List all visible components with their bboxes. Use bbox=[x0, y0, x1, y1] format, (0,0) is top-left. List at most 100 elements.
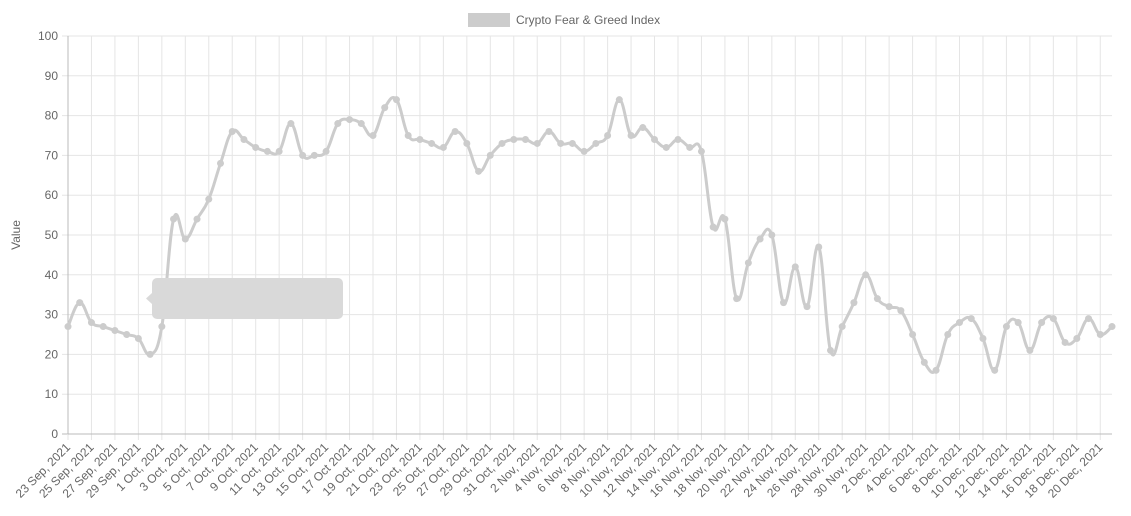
data-point bbox=[521, 135, 529, 143]
data-point bbox=[979, 334, 987, 342]
data-point bbox=[87, 319, 95, 327]
data-point bbox=[486, 151, 494, 159]
y-axis-label: Value bbox=[9, 220, 23, 250]
data-point bbox=[357, 120, 365, 128]
data-point bbox=[897, 307, 905, 315]
data-point bbox=[322, 147, 330, 155]
data-point bbox=[967, 315, 975, 323]
data-point bbox=[592, 139, 600, 147]
data-point bbox=[463, 139, 471, 147]
data-point bbox=[627, 132, 635, 139]
data-point bbox=[263, 147, 271, 155]
data-point bbox=[651, 135, 659, 143]
data-point bbox=[299, 151, 307, 159]
data-point bbox=[1085, 315, 1093, 323]
data-point bbox=[909, 331, 917, 338]
data-point bbox=[475, 167, 483, 175]
data-point bbox=[123, 331, 131, 338]
data-point bbox=[451, 128, 459, 136]
data-point bbox=[146, 350, 154, 358]
data-point bbox=[533, 139, 541, 147]
data-point bbox=[686, 143, 694, 151]
data-point bbox=[1096, 331, 1104, 338]
data-point bbox=[838, 323, 846, 331]
data-point bbox=[181, 235, 189, 243]
data-point bbox=[228, 128, 236, 136]
data-point bbox=[1061, 338, 1069, 346]
data-point bbox=[1073, 334, 1081, 342]
tooltip bbox=[152, 278, 343, 319]
data-point bbox=[920, 358, 928, 366]
data-point bbox=[310, 151, 318, 159]
y-tick-label: 0 bbox=[51, 427, 58, 441]
data-point bbox=[1049, 315, 1057, 323]
data-point bbox=[826, 346, 834, 354]
data-point bbox=[557, 139, 565, 147]
y-tick-label: 60 bbox=[45, 188, 59, 202]
legend-label: Crypto Fear & Greed Index bbox=[516, 13, 660, 27]
data-point bbox=[158, 323, 166, 331]
data-point bbox=[111, 327, 119, 335]
data-point bbox=[991, 366, 999, 374]
data-point bbox=[803, 303, 811, 311]
data-point bbox=[744, 259, 752, 267]
data-point bbox=[1108, 323, 1116, 331]
data-point bbox=[346, 116, 354, 124]
data-point bbox=[733, 295, 741, 303]
data-point bbox=[287, 120, 295, 128]
data-point bbox=[99, 323, 107, 331]
data-point bbox=[1038, 319, 1046, 327]
data-point bbox=[850, 299, 858, 307]
data-point bbox=[791, 263, 799, 271]
data-point bbox=[862, 271, 870, 279]
data-point bbox=[580, 147, 588, 155]
tooltip-caret bbox=[146, 293, 152, 304]
data-point bbox=[392, 96, 400, 104]
data-point bbox=[944, 331, 952, 338]
data-point bbox=[674, 135, 682, 143]
data-point bbox=[170, 215, 178, 223]
legend-swatch bbox=[468, 13, 510, 27]
data-point bbox=[498, 139, 506, 147]
data-point bbox=[568, 139, 576, 147]
data-point bbox=[510, 135, 518, 143]
data-point bbox=[404, 132, 412, 139]
data-point bbox=[252, 143, 260, 151]
data-point bbox=[956, 319, 964, 327]
data-point bbox=[615, 96, 623, 104]
data-point bbox=[134, 334, 142, 342]
data-point bbox=[205, 195, 213, 203]
data-point bbox=[193, 215, 201, 223]
data-point bbox=[428, 139, 436, 147]
data-point bbox=[1026, 346, 1034, 354]
data-point bbox=[768, 231, 776, 239]
y-tick-label: 40 bbox=[45, 268, 59, 282]
data-point bbox=[1002, 323, 1010, 331]
data-point bbox=[216, 159, 224, 167]
data-point bbox=[416, 135, 424, 143]
y-tick-label: 80 bbox=[45, 109, 59, 123]
data-point bbox=[545, 128, 553, 136]
data-point bbox=[1014, 319, 1022, 327]
y-tick-label: 100 bbox=[38, 29, 58, 43]
y-tick-label: 20 bbox=[45, 347, 59, 361]
data-point bbox=[780, 299, 788, 307]
data-point bbox=[334, 120, 342, 128]
data-point bbox=[240, 135, 248, 143]
y-tick-label: 10 bbox=[45, 387, 59, 401]
data-point bbox=[381, 104, 389, 112]
data-point bbox=[815, 243, 823, 251]
data-point bbox=[932, 366, 940, 374]
data-point bbox=[709, 223, 717, 231]
data-point bbox=[639, 124, 647, 132]
y-tick-label: 50 bbox=[45, 228, 59, 242]
data-point bbox=[369, 132, 377, 139]
data-point bbox=[721, 215, 729, 223]
data-point bbox=[76, 299, 84, 307]
data-point bbox=[756, 235, 764, 243]
data-point bbox=[873, 295, 881, 303]
data-point bbox=[662, 143, 670, 151]
data-point bbox=[697, 147, 705, 155]
data-point bbox=[439, 143, 447, 151]
